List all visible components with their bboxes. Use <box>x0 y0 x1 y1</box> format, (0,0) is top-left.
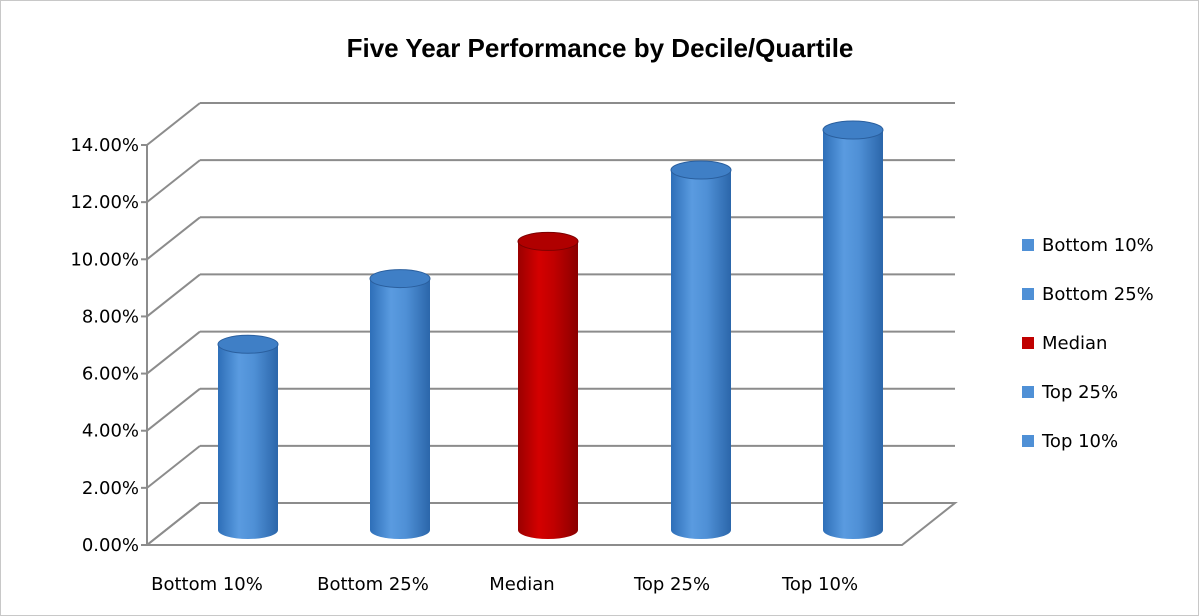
gridline-diagonal <box>146 102 201 146</box>
legend-label: Top 25% <box>1041 382 1118 403</box>
legend-swatch <box>1022 239 1034 251</box>
gridline-diagonal <box>146 216 201 261</box>
x-tick-label: Top 10% <box>781 574 858 595</box>
y-tick-label: 8.00% <box>82 306 139 327</box>
bar-top <box>670 160 732 180</box>
bar-top <box>517 231 579 251</box>
y-tick-label: 12.00% <box>70 192 139 213</box>
bar-top <box>369 269 431 289</box>
legend-label: Bottom 10% <box>1042 235 1154 256</box>
gridline-diagonal <box>146 159 201 203</box>
bar-top <box>217 334 279 354</box>
y-tick-label: 6.00% <box>82 364 139 385</box>
x-tick-label: Bottom 25% <box>317 574 429 595</box>
bar <box>670 160 732 539</box>
legend-swatch <box>1022 386 1034 398</box>
bar-top <box>822 120 884 140</box>
gridline-diagonal <box>146 445 201 489</box>
y-tick-label: 14.00% <box>70 135 139 156</box>
y-tick-label: 2.00% <box>82 478 139 499</box>
y-tick-label: 4.00% <box>82 421 139 442</box>
bar-body <box>518 241 578 539</box>
bar-body <box>218 344 278 539</box>
bar <box>217 334 279 539</box>
legend: Bottom 10% Bottom 25% Median Top 25% Top 10% <box>1022 235 1154 452</box>
axes-group: 0.00% 2.00% 4.00% 6.00% 8.00% 10.00% 12.00% 14.… <box>70 102 958 595</box>
legend-label: Top 10% <box>1041 431 1118 452</box>
x-tick-label: Top 25% <box>633 574 710 595</box>
y-tick-label: 0.00% <box>82 535 139 556</box>
chart-title: Five Year Performance by Decile/Quartile <box>347 33 854 63</box>
bars-group <box>217 120 884 539</box>
bar-body <box>671 170 731 539</box>
legend-swatch <box>1022 288 1034 300</box>
bar-body <box>370 278 430 539</box>
bar-body <box>823 130 883 539</box>
gridline-diagonal <box>146 387 201 432</box>
legend-swatch <box>1022 435 1034 447</box>
legend-label: Bottom 25% <box>1042 284 1154 305</box>
x-tick-label: Bottom 10% <box>151 574 263 595</box>
x-tick-label: Median <box>489 574 554 595</box>
y-tick-label: 10.00% <box>70 249 139 270</box>
bar <box>517 231 579 539</box>
gridline-diagonal <box>146 330 201 375</box>
gridline-diagonal <box>146 502 201 546</box>
gridline-diagonal <box>146 273 201 318</box>
legend-label: Median <box>1042 333 1107 354</box>
legend-swatch <box>1022 337 1034 349</box>
bar <box>822 120 884 539</box>
bar <box>369 269 431 539</box>
